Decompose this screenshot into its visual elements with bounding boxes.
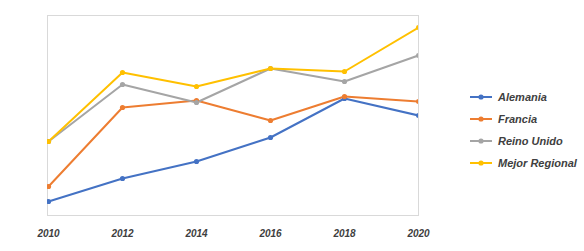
svg-text:2014: 2014 (184, 228, 208, 239)
svg-text:2016: 2016 (258, 228, 282, 239)
svg-text:2012: 2012 (110, 228, 134, 239)
svg-text:2010: 2010 (36, 228, 60, 239)
html-text:Mejor Regional: Mejor Regional (498, 157, 577, 169)
html-text:Francia: Francia (498, 113, 538, 125)
svg-text:2020: 2020 (406, 228, 430, 239)
svg-text:2018: 2018 (332, 228, 356, 239)
html-text:Reino Unido: Reino Unido (498, 135, 563, 147)
html-text:Alemania: Alemania (498, 91, 547, 103)
